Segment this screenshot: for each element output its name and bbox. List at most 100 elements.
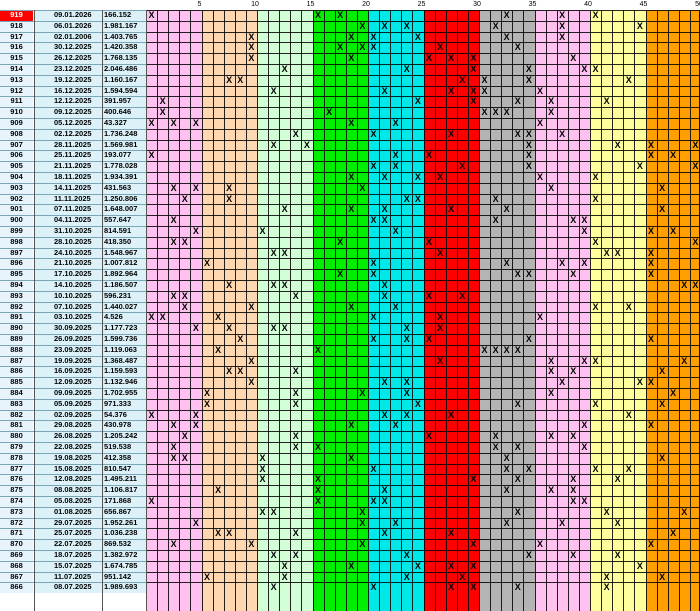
band-46-50 (645, 10, 700, 611)
number-mark: X (581, 258, 588, 269)
number-mark: X (292, 290, 299, 301)
draw-date: 19.09.2025 (34, 355, 102, 367)
draw-value: 166.152 (102, 10, 146, 21)
number-mark: X (492, 193, 499, 204)
draw-date: 28.10.2025 (34, 236, 102, 248)
number-mark: X (681, 506, 688, 517)
number-mark: X (425, 236, 432, 247)
draw-date: 03.10.2025 (34, 312, 102, 324)
number-mark: X (525, 64, 532, 74)
row-line (146, 215, 700, 217)
number-mark: X (559, 517, 566, 528)
row-line (146, 258, 700, 260)
number-mark: X (414, 560, 421, 571)
number-header: 15 (306, 1, 315, 8)
draw-value: 1.569.981 (102, 139, 146, 151)
number-mark: X (481, 74, 488, 85)
number-header: 25 (417, 1, 426, 8)
number-mark: X (326, 107, 333, 118)
column-line (545, 10, 547, 611)
row-line-label (0, 463, 146, 465)
number-mark: X (226, 182, 233, 193)
draw-value: 1.119.063 (102, 344, 146, 356)
row-line-label (0, 420, 146, 422)
label-divider (146, 10, 147, 611)
number-mark: X (548, 107, 555, 118)
number-mark: X (503, 204, 510, 215)
row-line-label (0, 323, 146, 325)
column-line (201, 10, 203, 611)
number-mark: X (581, 226, 588, 236)
number-mark: X (581, 215, 588, 226)
number-mark: X (403, 64, 410, 74)
number-mark: X (281, 560, 288, 571)
row-line-label (0, 528, 146, 530)
column-line (257, 10, 258, 611)
number-mark: X (192, 182, 199, 193)
draw-value: 1.768.135 (102, 53, 146, 64)
number-mark: X (237, 74, 244, 85)
number-mark: X (381, 85, 388, 96)
number-mark: X (170, 118, 177, 128)
row-line-label (0, 236, 146, 238)
draw-number: 919 (0, 10, 33, 21)
draw-number: 904 (0, 172, 33, 183)
draw-value: 430.978 (102, 420, 146, 432)
number-mark: X (348, 452, 355, 463)
number-mark: X (525, 150, 532, 161)
number-mark: X (448, 53, 455, 64)
number-mark: X (647, 269, 654, 280)
number-mark: X (314, 10, 321, 20)
number-mark: X (525, 74, 532, 85)
number-mark: X (659, 571, 666, 582)
number-mark: X (314, 442, 321, 452)
draw-value: 1.934.391 (102, 172, 146, 183)
row-line (146, 107, 700, 109)
number-mark: X (337, 42, 344, 53)
draw-number: 872 (0, 517, 33, 529)
number-mark: X (659, 366, 666, 377)
number-mark: X (525, 550, 532, 560)
number-mark: X (281, 64, 288, 74)
draw-number: 874 (0, 496, 33, 507)
row-line (146, 85, 700, 87)
number-mark: X (448, 85, 455, 96)
number-mark: X (370, 31, 377, 42)
row-line-label (0, 290, 146, 292)
number-mark: X (181, 290, 188, 301)
number-mark: X (514, 96, 521, 107)
number-mark: X (492, 215, 499, 226)
number-mark: X (170, 442, 177, 452)
number-mark: X (514, 128, 521, 139)
row-line-label (0, 42, 146, 44)
column-line (301, 10, 303, 611)
number-mark: X (270, 85, 277, 96)
row-line (146, 312, 700, 314)
number-mark: X (503, 452, 510, 463)
draw-number: 885 (0, 377, 33, 388)
number-mark: X (692, 139, 699, 150)
number-mark: X (381, 172, 388, 182)
row-line-label (0, 366, 146, 368)
draw-number: 914 (0, 64, 33, 75)
draw-value: 1.250.806 (102, 193, 146, 205)
draw-number: 908 (0, 128, 33, 140)
number-mark: X (370, 258, 377, 269)
column-line (245, 10, 247, 611)
column-line (268, 10, 270, 611)
draw-value: 1.106.817 (102, 485, 146, 496)
number-mark: X (536, 172, 543, 182)
number-mark: X (314, 474, 321, 485)
number-mark: X (503, 463, 510, 474)
number-mark: X (681, 355, 688, 366)
draw-date: 14.10.2025 (34, 280, 102, 291)
number-header: 20 (362, 1, 370, 8)
number-mark: X (392, 420, 399, 431)
number-mark: X (170, 539, 177, 550)
draw-value: 43.327 (102, 118, 146, 129)
number-mark: X (203, 398, 210, 409)
draw-date: 31.10.2025 (34, 226, 102, 237)
number-mark: X (248, 377, 255, 388)
row-line (146, 398, 700, 400)
number-mark: X (647, 334, 654, 344)
